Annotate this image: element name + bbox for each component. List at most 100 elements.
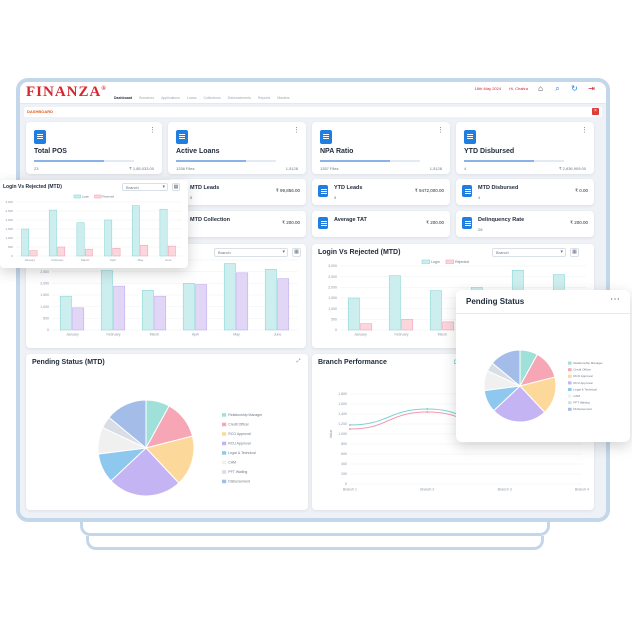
y-tick-label: 1,800 (338, 392, 347, 396)
bar (131, 205, 140, 257)
popup-login-vs-rejected[interactable]: Login Vs Rejected (MTD) Branch ▦ 0 500 1,0… (0, 180, 188, 268)
branch-select[interactable]: Branch (214, 248, 288, 257)
kpi-progress (34, 160, 134, 162)
legend-swatch (568, 368, 572, 372)
search-icon[interactable]: ⌕ (555, 84, 560, 93)
popup-title: Login Vs Rejected (MTD) (3, 184, 62, 190)
stat-card-average-tat[interactable]: Average TAT ₹ 200.00 (312, 211, 450, 237)
user-label[interactable]: Hi, Chaitra (509, 86, 528, 91)
kpi-card-npa-ratio[interactable]: ⋮ NPA Ratio 1357 Files 1,5128 (312, 122, 450, 174)
legend-swatch (94, 194, 102, 199)
nav-item-masters[interactable]: Masters (277, 96, 290, 100)
x-tick-label: June (165, 258, 172, 262)
stat-value: ₹ 9472,000.00 (414, 188, 444, 193)
more-icon[interactable]: ⋯ (610, 294, 620, 305)
nav-item-loans[interactable]: Loans (186, 96, 197, 100)
bar (167, 245, 176, 257)
legend-swatch (222, 413, 227, 417)
y-tick-label: 200 (341, 472, 347, 476)
calendar-icon[interactable]: ▦ (172, 183, 180, 191)
nav-item-branches[interactable]: Branches (139, 96, 155, 100)
top-info: 16th May 2024 Hi, Chaitra ⌂ ⌕ ↻ ⇥ (475, 84, 596, 93)
kpi-value: 1,5128 (429, 166, 442, 171)
stat-value: ₹ 0.00 (575, 188, 588, 193)
y-axis-label: Value (329, 430, 333, 439)
kpi-card-active-loans[interactable]: ⋮ Active Loans 1258 Files 1,5128 (168, 122, 306, 174)
logout-icon[interactable]: ⇥ (588, 84, 595, 93)
nav-item-collections[interactable]: Collections (203, 96, 221, 100)
calendar-icon[interactable]: ▦ (292, 248, 301, 257)
legend-swatch (421, 259, 430, 264)
refresh-icon[interactable]: ↻ (571, 84, 578, 93)
kpi-card-ytd-disbursed[interactable]: ⋮ YTD Disbursed 4 ₹ 2,636,909.00 (456, 122, 594, 174)
nav-item-dashboard[interactable]: Dashboard (114, 96, 133, 100)
kpi-progress (464, 160, 564, 162)
legend-swatch (222, 470, 227, 474)
nav-item-disbursements[interactable]: Disbursements (227, 96, 251, 100)
close-button[interactable]: × (592, 108, 599, 115)
branch-select[interactable]: Branch (492, 248, 566, 257)
x-tick-label: February (51, 258, 64, 262)
breadcrumb-bar: DASHBOARD × (24, 107, 602, 117)
stat-card-mtd-collection[interactable]: MTD Collection ₹ 200.00 (168, 211, 306, 237)
expand-icon[interactable]: ⤢ (296, 358, 301, 364)
x-tick-label: Branch 3 (498, 488, 512, 492)
legend-label: PFT Waiting (573, 401, 590, 405)
legend-label: PFT Waiting (228, 470, 247, 474)
pie-slice (108, 399, 147, 450)
more-icon[interactable]: ⋮ (149, 127, 156, 134)
stat-card-mtd-leads[interactable]: MTD Leads 5 ₹ 99,856.00 (168, 179, 306, 205)
popup-pending-status[interactable]: Pending Status ⋯ Relationship Manager Cre… (456, 290, 630, 442)
legend-swatch (222, 451, 227, 455)
stat-title: YTD Leads (334, 185, 363, 191)
panel-title: Pending Status (MTD) (32, 359, 105, 366)
nav-item-applications[interactable]: Applications (161, 96, 180, 100)
calendar-icon[interactable]: ▦ (570, 248, 579, 257)
kpi-title: Active Loans (176, 148, 220, 155)
kpi-value: ₹ 1,85,033.00 (129, 166, 154, 171)
stat-card-mtd-disbursed[interactable]: MTD Disbursed 4 ₹ 0.00 (456, 179, 594, 205)
more-icon[interactable]: ⋮ (437, 127, 444, 134)
legend-label: CAM (228, 461, 236, 465)
y-tick-label: 600 (341, 452, 347, 456)
x-tick-label: Branch 2 (420, 488, 434, 492)
legend-swatch (568, 374, 572, 378)
stat-card-ytd-leads[interactable]: YTD Leads 5 ₹ 9472,000.00 (312, 179, 450, 205)
stat-card-delinquency-rate[interactable]: Delinquency Rate 28 ₹ 200.00 (456, 211, 594, 237)
y-tick-label: 0 (47, 328, 49, 332)
more-icon[interactable]: ⋮ (581, 127, 588, 134)
document-icon (462, 217, 472, 229)
bar (100, 270, 113, 331)
y-tick-label: 2,500 (328, 275, 337, 279)
data-point (349, 428, 351, 430)
popup-bar-chart: 0 500 1,000 1,500 2,000 2,500 3,000 January Febr… (5, 194, 182, 262)
legend-label: RCU Approval (228, 442, 250, 446)
home-icon[interactable]: ⌂ (538, 84, 543, 93)
y-tick-label: 1,000 (328, 307, 337, 311)
y-tick-label: 1,400 (338, 412, 347, 416)
date-label: 16th May 2024 (474, 86, 502, 91)
kpi-card-total-pos[interactable]: ⋮ Total POS 23 ₹ 1,85,033.00 (26, 122, 162, 174)
more-icon[interactable]: ⋮ (293, 127, 300, 134)
nav-item-reports[interactable]: Reports (257, 96, 271, 100)
bar (21, 228, 30, 257)
brand-logo[interactable]: FINANZA® (26, 84, 107, 100)
legend-swatch (222, 479, 227, 484)
bar (429, 290, 442, 331)
stat-value: ₹ 99,856.00 (275, 188, 300, 193)
bar (72, 307, 85, 331)
legend-label: Disbursement (573, 407, 592, 411)
y-tick-label: 1,500 (328, 296, 337, 300)
legend-label: RCO Approval (573, 374, 593, 378)
bar (29, 250, 38, 257)
legend-label: Disbursement (228, 480, 250, 484)
legend-swatch (73, 194, 81, 199)
bar (442, 321, 455, 331)
branch-select[interactable]: Branch (122, 183, 168, 191)
y-tick-label: 1,500 (5, 227, 13, 231)
stat-sub: 5 (334, 195, 337, 200)
kpi-value: ₹ 2,636,909.00 (558, 166, 586, 171)
legend-label: Credit Officer (228, 423, 249, 427)
x-tick-label: May (233, 333, 240, 337)
stat-title: Average TAT (334, 217, 367, 223)
